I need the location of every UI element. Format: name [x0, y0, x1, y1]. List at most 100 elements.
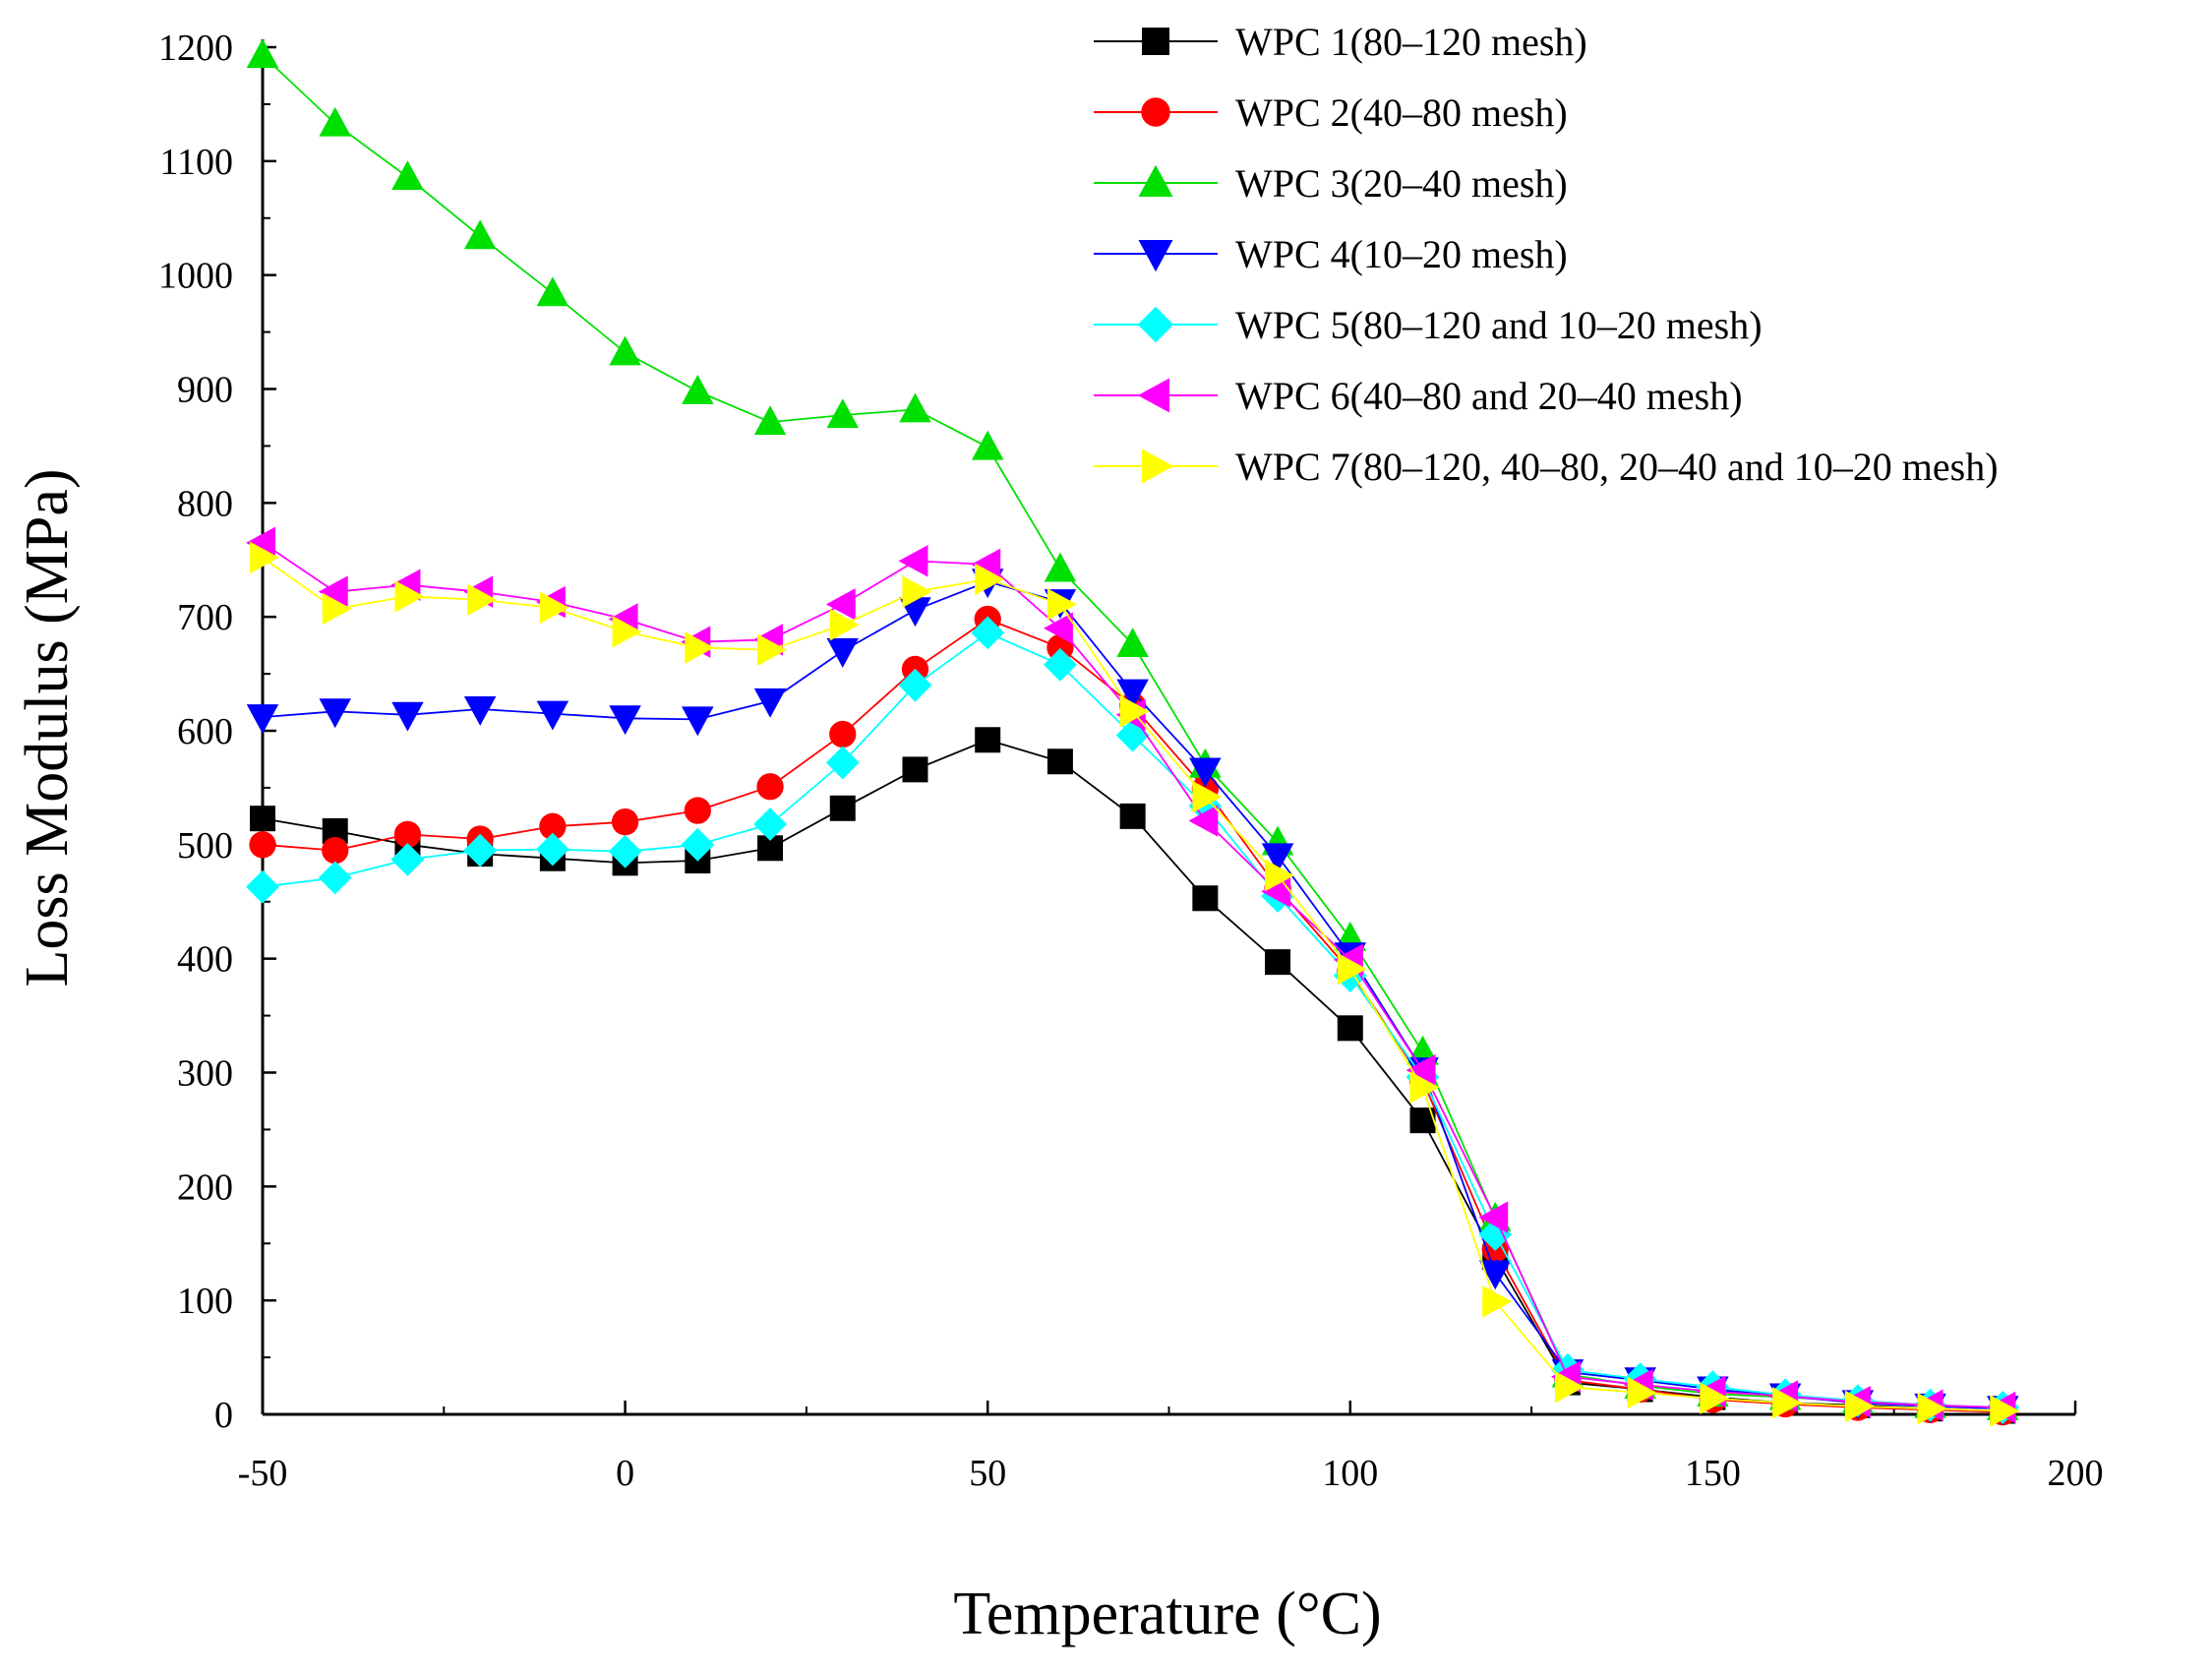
legend-item: WPC 3(20–40 mesh) [1094, 161, 1568, 206]
y-tick-label: 600 [177, 711, 233, 752]
data-point [1044, 552, 1077, 582]
y-tick-label: 1000 [158, 256, 233, 297]
legend-marker [1138, 240, 1173, 272]
y-tick-label: 0 [214, 1395, 233, 1436]
data-point [1116, 628, 1149, 657]
data-point [539, 591, 569, 625]
data-point [1189, 757, 1222, 788]
series-line [262, 739, 2003, 1412]
data-point [612, 615, 642, 648]
legend-label: WPC 6(40–80 and 20–40 mesh) [1235, 374, 1743, 418]
data-point [1265, 949, 1291, 976]
data-point [246, 704, 279, 734]
legend-item: WPC 7(80–120, 40–80, 20–40 and 10–20 mes… [1094, 445, 1999, 489]
data-point [609, 335, 641, 366]
y-tick-label: 900 [177, 370, 233, 411]
x-tick-label: 100 [1322, 1453, 1378, 1494]
y-tick-label: 300 [177, 1053, 233, 1095]
series-5 [246, 616, 2020, 1424]
data-point [1990, 1395, 2020, 1427]
data-point [898, 668, 932, 702]
data-point [1119, 695, 1150, 728]
legend-item: WPC 1(80–120 mesh) [1094, 20, 1587, 64]
y-tick-label: 400 [177, 939, 233, 981]
data-point [1917, 1392, 1947, 1425]
legend-marker [1142, 449, 1174, 484]
axes: 0100200300400500600700800900100011001200… [158, 28, 2104, 1494]
data-point [1700, 1382, 1730, 1415]
series-1 [250, 727, 2016, 1424]
data-point [539, 812, 567, 840]
legend-label: WPC 3(20–40 mesh) [1235, 161, 1568, 206]
x-tick-label: 150 [1685, 1453, 1741, 1494]
data-point [246, 526, 275, 560]
data-point [1478, 1201, 1509, 1233]
data-point [319, 106, 351, 137]
data-point [753, 808, 787, 841]
x-axis-title: Temperature (°C) [953, 1581, 1381, 1647]
data-point [975, 563, 1005, 596]
data-point [1261, 843, 1294, 873]
legend-label: WPC 1(80–120 mesh) [1235, 20, 1587, 64]
data-point [971, 430, 1004, 460]
data-point [391, 160, 424, 191]
data-point [685, 631, 715, 664]
data-point [681, 827, 715, 862]
data-point [1188, 805, 1219, 837]
data-point [467, 583, 498, 617]
data-point [898, 545, 928, 577]
legend-marker [1137, 306, 1174, 343]
data-point [611, 808, 639, 836]
data-point [535, 832, 569, 867]
y-tick-label: 1200 [158, 28, 233, 69]
legend-marker [1138, 164, 1173, 197]
data-point [1116, 679, 1149, 709]
data-point [1188, 789, 1223, 823]
legend-item: WPC 5(80–120 and 10–20 mesh) [1094, 303, 1763, 347]
series-4 [246, 568, 2019, 1426]
data-point [971, 616, 1005, 650]
data-point [250, 541, 279, 574]
data-point [753, 405, 787, 436]
data-point [463, 219, 497, 250]
data-point [1482, 1286, 1513, 1318]
legend-marker [1142, 28, 1169, 55]
x-tick-label: 200 [2048, 1453, 2104, 1494]
data-point [1115, 718, 1150, 752]
data-point [757, 633, 787, 667]
data-point [825, 588, 856, 621]
data-point [1844, 1390, 1875, 1423]
data-point [318, 861, 352, 895]
data-point [1554, 1370, 1584, 1404]
y-tick-label: 800 [177, 483, 233, 524]
data-point [1119, 803, 1146, 829]
legend-label: WPC 5(80–120 and 10–20 mesh) [1235, 303, 1763, 347]
y-tick-label: 700 [177, 597, 233, 638]
data-point [463, 833, 498, 867]
data-point [393, 820, 422, 849]
series-7 [250, 541, 2020, 1427]
data-point [829, 609, 860, 641]
data-point [829, 795, 856, 821]
data-point [250, 806, 275, 832]
data-point [829, 720, 857, 748]
series-line [262, 542, 2003, 1408]
data-point [682, 706, 714, 737]
x-tick-label: -50 [238, 1453, 288, 1494]
legend-item: WPC 4(10–20 mesh) [1094, 232, 1568, 276]
legend-item: WPC 6(40–80 and 20–40 mesh) [1094, 374, 1743, 418]
legend-marker [1141, 97, 1170, 127]
data-point [826, 637, 860, 668]
data-point [1405, 1053, 1436, 1087]
y-tick-label: 1100 [159, 142, 233, 183]
data-point [825, 746, 860, 780]
data-point [1044, 612, 1073, 644]
data-point [826, 398, 860, 429]
data-point [1044, 647, 1077, 682]
data-point [609, 705, 641, 736]
data-point [1046, 748, 1073, 775]
y-axis-title: Loss Modulus (MPa) [14, 468, 81, 987]
data-point [319, 698, 351, 729]
data-point [608, 834, 642, 868]
